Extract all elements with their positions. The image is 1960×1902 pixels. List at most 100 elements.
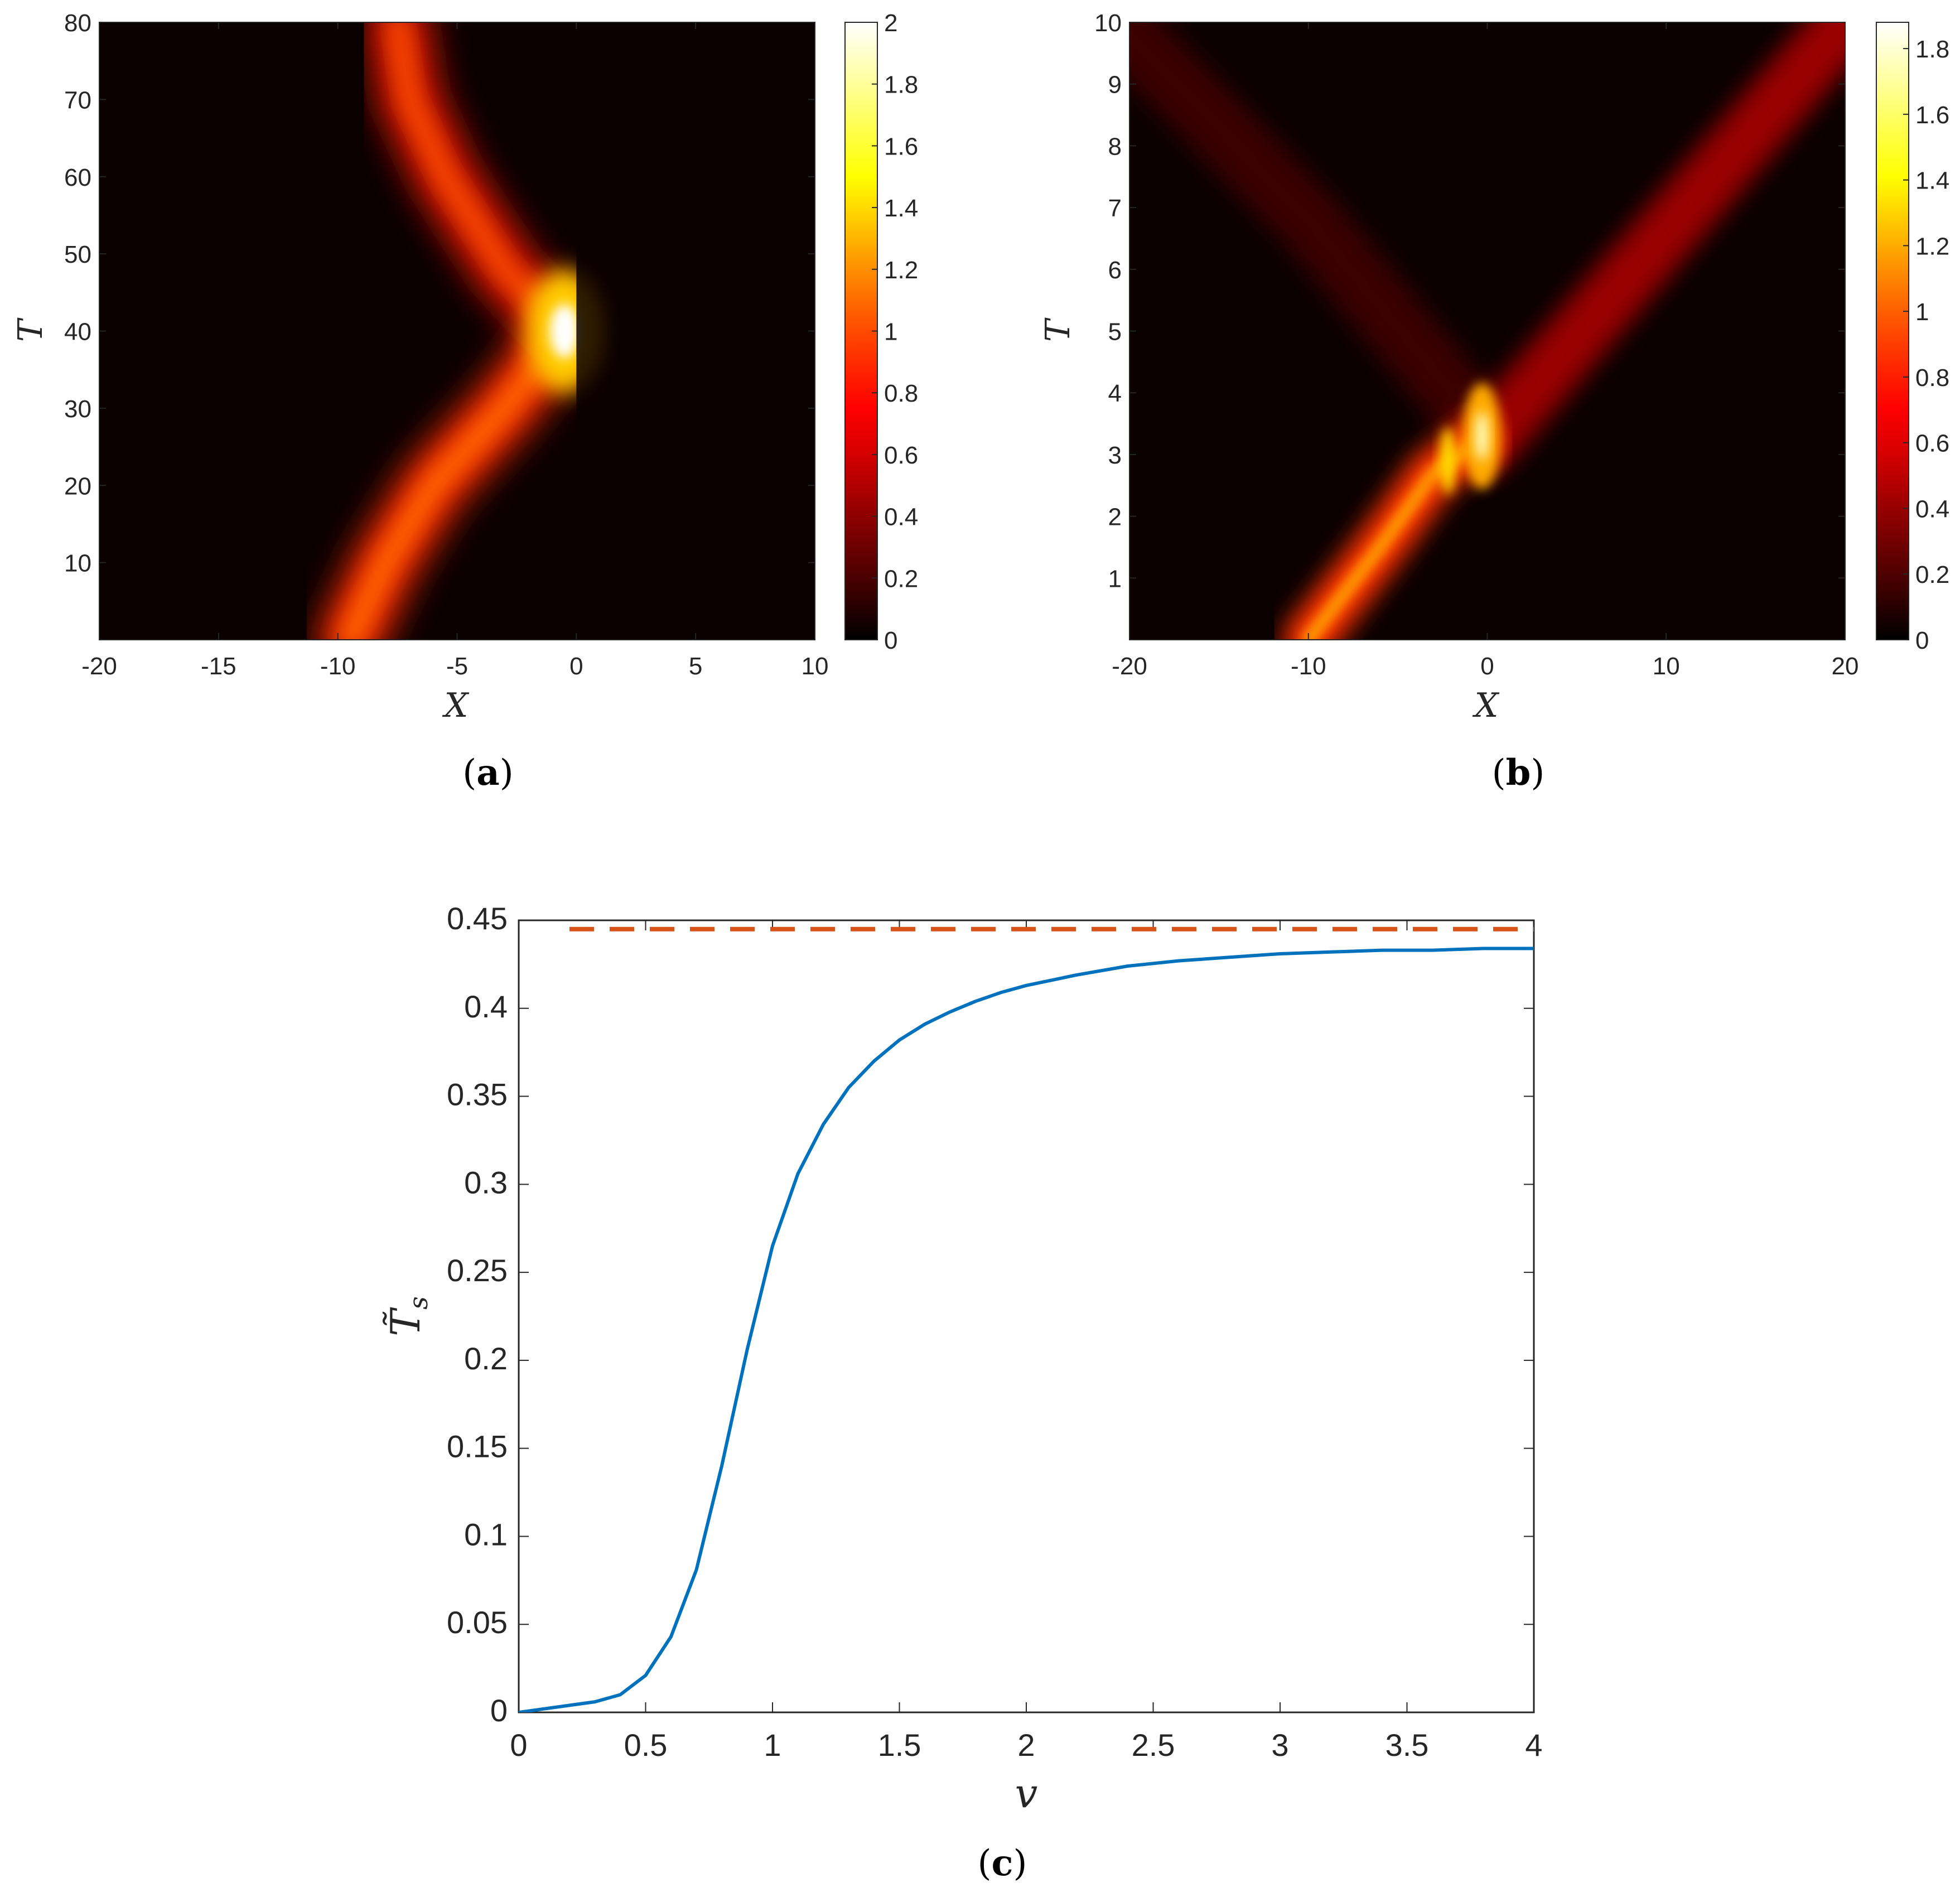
b-colorbar-tick-label: 1 [1915,298,1929,326]
a-colorbar-tick-label: 0.2 [884,565,918,592]
a-ytick-label: 70 [64,86,91,114]
a-colorbar-tick-label: 1 [884,318,897,346]
colorbar-b-gradient [1876,22,1909,640]
c-xtick-label: 2.5 [1132,1727,1175,1763]
a-ytick-label: 30 [64,395,91,423]
a-xtick-label: 0 [569,653,583,680]
colorbar-b: 0 0.2 0.4 0.6 0.8 1 1.2 1.4 1.6 1.8 [1876,22,1949,654]
heatmap-a [99,22,815,640]
heatmap-b-peak [1475,411,1489,461]
c-ytick-label: 0.2 [464,1341,508,1376]
axes-b-yticks: 1 2 3 4 5 6 7 8 9 10 [1094,9,1845,592]
a-xtick-label: -10 [320,653,356,680]
a-colorbar-tick-label: 0.6 [884,442,918,469]
b-colorbar-tick-label: 0.8 [1915,364,1949,392]
c-xtick-label: 3.5 [1385,1727,1429,1763]
b-xtick-label: -10 [1291,653,1326,680]
c-xtick-label: 1 [764,1727,781,1763]
b-colorbar-tick-label: 0.2 [1915,561,1949,588]
heatmap-a-incoming-core [340,321,574,640]
axes-c-frame [518,919,1535,1713]
b-colorbar-tick-label: 0.6 [1915,430,1949,457]
c-xtick-label: 0 [510,1727,527,1763]
b-xtick-label: -20 [1112,653,1147,680]
b-ytick-label: 3 [1108,442,1122,469]
panel-a: -20 -15 -10 -5 0 5 10 10 20 30 40 50 60 70 80 X T 0 0.… [11,9,918,794]
axes-c-xticks: 0 0.5 1 1.5 2 2.5 3 3.5 4 [510,920,1543,1763]
axes-a-xlabel: X [442,686,470,725]
b-ytick-label: 2 [1108,504,1122,531]
axes-c-series [519,926,1534,1712]
a-xtick-label: 5 [689,653,702,680]
heatmap-b-incoming-core [1301,435,1486,640]
caption-c: (c) [978,1842,1027,1884]
b-ytick-label: 4 [1108,380,1122,407]
axes-c-xlabel: v [1015,1770,1038,1817]
axes-c-yticks: 0 0.05 0.1 0.15 0.2 0.25 0.3 0.35 0.4 0.45 [447,901,1534,1728]
a-ytick-label: 40 [64,318,91,346]
a-xtick-label: -5 [446,653,468,680]
b-colorbar-tick-label: 1.6 [1915,102,1949,129]
a-colorbar-tick-label: 1.2 [884,257,918,284]
c-ytick-label: 0 [490,1693,508,1728]
heatmap-a-peak [549,304,579,358]
heatmap-b-reflected-beam [1129,22,1512,457]
b-colorbar-tick-label: 0.4 [1915,495,1949,523]
colorbar-b-ticks: 0 0.2 0.4 0.6 0.8 1 1.2 1.4 1.6 1.8 [1903,36,1949,654]
c-ytick-label: 0.45 [447,901,508,936]
a-colorbar-tick-label: 0.4 [884,504,918,531]
c-xtick-label: 3 [1271,1727,1288,1763]
c-ytick-label: 0.4 [464,989,508,1024]
b-colorbar-tick-label: 1.8 [1915,36,1949,63]
b-ytick-label: 1 [1108,565,1122,592]
b-ytick-label: 9 [1108,71,1122,99]
c-ytick-label: 0.35 [447,1077,508,1112]
c-xtick-label: 2 [1017,1727,1035,1763]
b-colorbar-tick-label: 1.4 [1915,167,1949,195]
b-colorbar-tick-label: 0 [1915,627,1929,654]
c-ytick-label: 0.3 [464,1165,508,1200]
heatmap-a-reflected-core [389,22,573,340]
b-xtick-label: 10 [1653,653,1680,680]
axes-a-xticks: -20 -15 -10 -5 0 5 10 [81,22,828,680]
caption-b: (b) [1492,752,1545,794]
b-ytick-label: 7 [1108,195,1122,222]
b-xtick-label: 0 [1480,653,1494,680]
a-colorbar-tick-label: 2 [884,9,897,37]
b-ytick-label: 6 [1108,257,1122,284]
a-colorbar-tick-label: 1.6 [884,133,918,160]
c-ytick-label: 0.25 [447,1253,508,1288]
c-ytick-label: 0.05 [447,1605,508,1640]
caption-a: (a) [462,752,513,794]
c-xtick-label: 4 [1525,1727,1542,1763]
a-colorbar-tick-label: 1.8 [884,71,918,99]
b-xtick-label: 20 [1832,653,1859,680]
b-colorbar-tick-label: 1.2 [1915,233,1949,260]
c-xtick-label: 0.5 [624,1727,668,1763]
heatmap-a-barrier-region [576,22,815,640]
a-ytick-label: 80 [64,9,91,37]
axes-c-ylabel: T̃s [382,1296,433,1336]
b-ytick-label: 8 [1108,133,1122,160]
c-ytick-label: 0.15 [447,1429,508,1464]
panel-b: -20 -10 0 10 20 1 2 3 4 5 6 7 8 9 10 X T 0 0.2 0.4 0.6 0.… [1039,9,1949,794]
heatmap-b-transmitted-beam [1456,22,1845,473]
axes-b-xticks: -20 -10 0 10 20 [1112,22,1858,680]
a-xtick-label: -15 [201,653,236,680]
panel-c: 0 0.5 1 1.5 2 2.5 3 3.5 4 0 0.05 0.1 0.15 0.2 0.25 0.3… [382,901,1543,1884]
c-xtick-label: 1.5 [878,1727,921,1763]
b-ytick-label: 10 [1094,9,1122,37]
c-ytick-label: 0.1 [464,1517,508,1552]
a-colorbar-tick-label: 0.8 [884,380,918,407]
a-ytick-label: 10 [64,550,91,577]
heatmap-b-interference-fringe [1440,427,1456,494]
a-ytick-label: 20 [64,472,91,500]
a-colorbar-tick-label: 0 [884,627,897,654]
series-transmission-curve [519,947,1534,1712]
axes-a-ylabel: T [11,317,50,342]
axes-a-yticks: 10 20 30 40 50 60 70 80 [64,9,815,577]
a-ytick-label: 60 [64,164,91,191]
colorbar-a-ticks: 0 0.2 0.4 0.6 0.8 1 1.2 1.4 1.6 1.8 2 [872,9,918,654]
b-ytick-label: 5 [1108,318,1122,346]
